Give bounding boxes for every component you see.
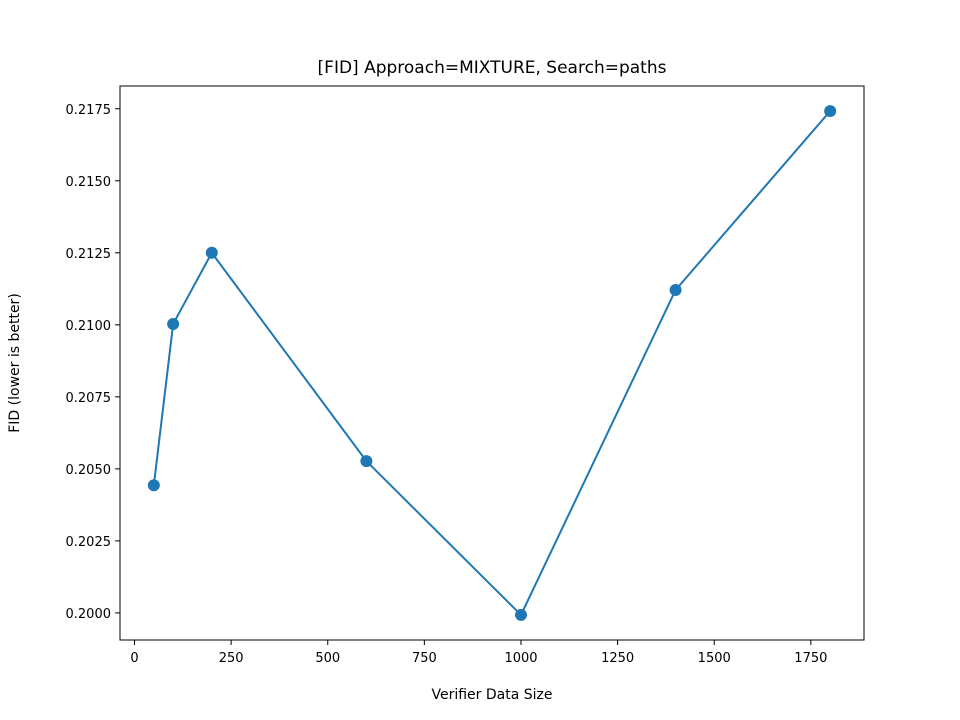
x-tick-label: 1500 — [698, 651, 731, 666]
x-tick-label: 1000 — [504, 651, 537, 666]
y-tick-label: 0.2000 — [66, 607, 112, 622]
data-point — [514, 608, 527, 621]
x-tick-label: 1250 — [601, 651, 634, 666]
y-tick-label: 0.2025 — [66, 535, 112, 550]
x-tick-label: 500 — [315, 651, 340, 666]
data-point — [167, 317, 180, 330]
plot-frame — [119, 85, 865, 641]
y-axis-label: FID (lower is better) — [7, 293, 23, 433]
y-tick-label: 0.2150 — [66, 175, 112, 190]
y-tick-label: 0.2175 — [66, 103, 112, 118]
y-axis: 0.2000 0.2025 0.2050 0.2075 0.2100 0.2125 0.21… — [66, 103, 120, 622]
data-point — [360, 455, 373, 468]
y-tick-label: 0.2050 — [66, 463, 112, 478]
x-axis-label: Verifier Data Size — [431, 687, 552, 703]
plot-area — [147, 105, 837, 621]
x-tick-label: 250 — [219, 651, 244, 666]
y-tick-label: 0.2100 — [66, 319, 112, 334]
data-point — [669, 283, 682, 296]
x-tick-label: 750 — [412, 651, 437, 666]
x-tick-label: 1750 — [794, 651, 827, 666]
data-point — [824, 105, 837, 118]
x-axis: 0 250 500 750 1000 1250 1500 1750 — [130, 640, 827, 666]
x-tick-label: 0 — [130, 651, 138, 666]
y-tick-label: 0.2125 — [66, 247, 112, 262]
data-point — [147, 479, 160, 492]
y-tick-label: 0.2075 — [66, 391, 112, 406]
data-point — [205, 246, 218, 259]
chart-title: [FID] Approach=MIXTURE, Search=paths — [318, 58, 667, 78]
